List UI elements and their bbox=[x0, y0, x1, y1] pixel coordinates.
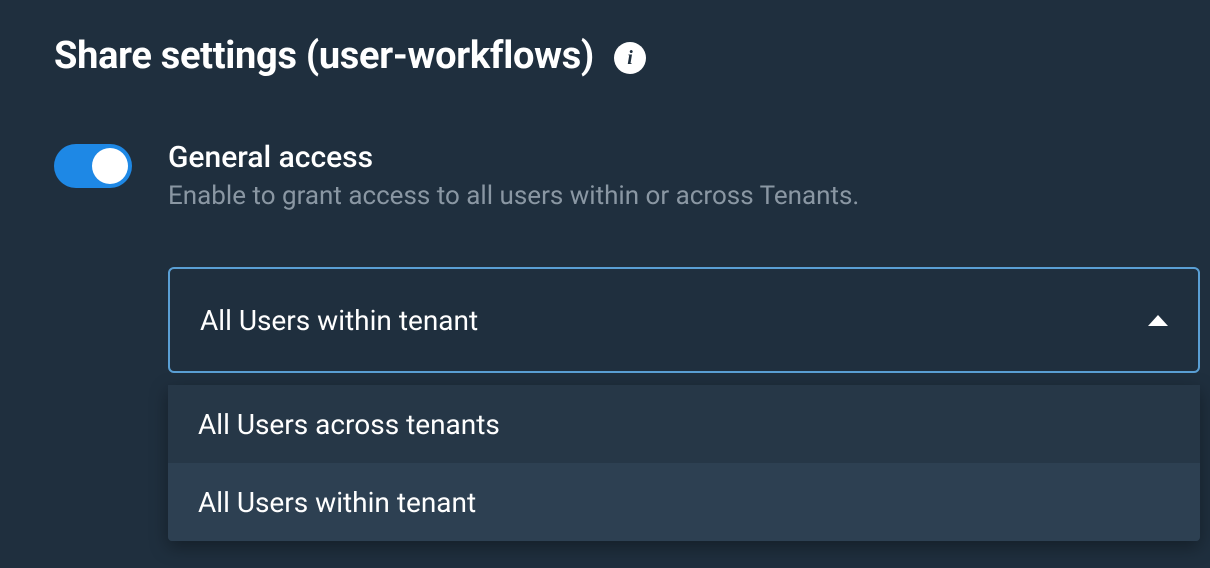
scope-option-across-tenants[interactable]: All Users across tenants bbox=[168, 385, 1200, 463]
scope-dropdown-value: All Users within tenant bbox=[200, 304, 478, 337]
scope-dropdown[interactable]: All Users within tenant bbox=[168, 267, 1200, 373]
general-access-title: General access bbox=[168, 140, 1156, 175]
scope-dropdown-panel: All Users across tenants All Users withi… bbox=[168, 385, 1200, 541]
toggle-knob bbox=[92, 148, 128, 184]
info-icon[interactable]: i bbox=[614, 42, 646, 74]
title-row: Share settings (user-workflows) i bbox=[54, 34, 1156, 78]
caret-up-icon bbox=[1148, 315, 1168, 326]
scope-option-within-tenant[interactable]: All Users within tenant bbox=[168, 463, 1200, 541]
page-title: Share settings (user-workflows) bbox=[54, 34, 594, 78]
general-access-description: Enable to grant access to all users with… bbox=[168, 181, 1156, 211]
general-access-toggle[interactable] bbox=[54, 144, 132, 188]
